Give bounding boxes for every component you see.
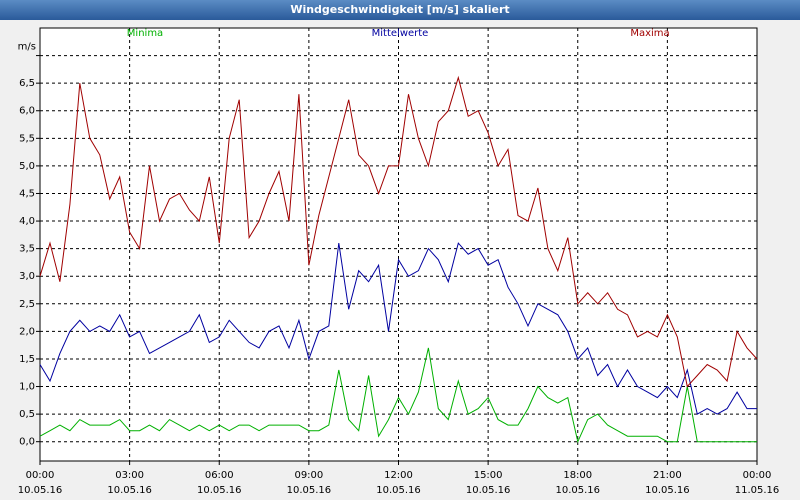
x-tick-date: 10.05.16 <box>18 485 63 496</box>
y-tick-label: 1,0 <box>19 382 35 393</box>
x-tick-label: 12:00 <box>384 470 413 481</box>
series-line <box>39 242 757 415</box>
x-tick-label: 00:00 <box>26 470 55 481</box>
x-tick-date: 10.05.16 <box>645 485 690 496</box>
y-tick-label: 0,5 <box>19 409 35 420</box>
legend-label: Mittelwerte <box>372 28 429 39</box>
x-tick-date: 10.05.16 <box>287 485 332 496</box>
y-tick-label: 2,5 <box>19 299 35 310</box>
x-tick-label: 15:00 <box>474 470 503 481</box>
y-tick-label: 3,5 <box>19 244 35 255</box>
x-tick-label: 03:00 <box>115 470 144 481</box>
chart-title: Windgeschwindigkeit [m/s] skaliert <box>290 3 509 16</box>
x-tick-date: 10.05.16 <box>466 485 511 496</box>
legend-label: Maxima <box>630 28 669 39</box>
x-tick-label: 21:00 <box>653 470 682 481</box>
x-tick-date: 11.05.16 <box>735 485 780 496</box>
y-tick-label: m/s <box>18 42 36 53</box>
x-tick-date: 10.05.16 <box>107 485 152 496</box>
y-tick-label: 5,0 <box>19 161 35 172</box>
y-tick-label: 5,5 <box>19 133 35 144</box>
x-tick-label: 06:00 <box>205 470 234 481</box>
y-tick-label: 4,0 <box>19 216 35 227</box>
y-tick-label: 3,0 <box>19 271 35 282</box>
y-tick-label: 6,0 <box>19 106 35 117</box>
x-tick-label: 09:00 <box>294 470 323 481</box>
y-tick-label: 6,5 <box>19 78 35 89</box>
title-bar <box>0 0 800 20</box>
x-tick-date: 10.05.16 <box>555 485 600 496</box>
y-tick-label: 0,0 <box>19 437 35 448</box>
x-tick-label: 18:00 <box>563 470 592 481</box>
x-tick-date: 10.05.16 <box>376 485 421 496</box>
x-tick-date: 10.05.16 <box>197 485 242 496</box>
y-tick-label: 2,0 <box>19 326 35 337</box>
series-line <box>39 347 757 444</box>
x-tick-label: 00:00 <box>743 470 772 481</box>
series-line <box>39 75 758 388</box>
legend-label: Minima <box>127 28 163 39</box>
y-tick-label: 1,5 <box>19 354 35 365</box>
y-tick-label: 4,5 <box>19 188 35 199</box>
